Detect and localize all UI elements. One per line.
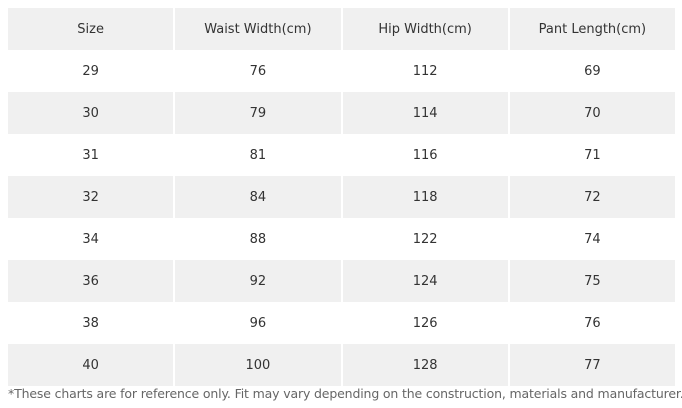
table-row: 31 81 116 71 xyxy=(8,134,675,176)
table-cell: 92 xyxy=(175,260,341,302)
table-cell: 88 xyxy=(249,231,267,247)
table-cell: 36 xyxy=(8,260,174,302)
table-cell: 118 xyxy=(342,176,508,218)
header-cell: Size xyxy=(8,8,174,50)
table-cell: 96 xyxy=(249,315,267,331)
table-cell: 34 xyxy=(82,231,99,247)
table-cell: 40 xyxy=(8,344,174,386)
table-cell: 30 xyxy=(8,92,174,134)
table-cell: 72 xyxy=(509,176,675,218)
table-row: 32 84 118 72 xyxy=(8,176,675,218)
table-cell: 74 xyxy=(584,231,601,247)
header-cell: Hip Width(cm) xyxy=(342,8,508,50)
table-cell: 116 xyxy=(412,147,438,163)
table-row: 36 92 124 75 xyxy=(8,260,675,302)
table-row: 34 88 122 74 xyxy=(8,218,675,260)
table-cell: 79 xyxy=(175,92,341,134)
table-row: 30 79 114 70 xyxy=(8,92,675,134)
table-row: 38 96 126 76 xyxy=(8,302,675,344)
size-table: Size Waist Width(cm) Hip Width(cm) Pant Len… xyxy=(8,8,675,386)
table-cell: 81 xyxy=(249,147,267,163)
header-cell: Waist Width(cm) xyxy=(175,8,341,50)
footnote: *These charts are for reference only. Fi… xyxy=(8,386,682,401)
table-cell: 128 xyxy=(342,344,508,386)
table-cell: 69 xyxy=(584,63,601,79)
table-cell: 70 xyxy=(509,92,675,134)
table-cell: 38 xyxy=(82,315,99,331)
table-cell: 76 xyxy=(584,315,601,331)
table-cell: 100 xyxy=(175,344,341,386)
table-cell: 76 xyxy=(249,63,267,79)
header-cell: Pant Length(cm) xyxy=(509,8,675,50)
table-cell: 71 xyxy=(584,147,601,163)
table-cell: 112 xyxy=(412,63,438,79)
table-cell: 32 xyxy=(8,176,174,218)
table-cell: 124 xyxy=(342,260,508,302)
table-cell: 75 xyxy=(509,260,675,302)
table-row: 29 76 112 69 xyxy=(8,50,675,92)
table-cell: 31 xyxy=(82,147,99,163)
header-row: Size Waist Width(cm) Hip Width(cm) Pant Len… xyxy=(8,8,675,50)
table-cell: 77 xyxy=(509,344,675,386)
table-cell: 122 xyxy=(412,231,438,247)
table-cell: 84 xyxy=(175,176,341,218)
table-cell: 126 xyxy=(412,315,438,331)
table-cell: 29 xyxy=(82,63,99,79)
table-cell: 114 xyxy=(342,92,508,134)
table-row: 40 100 128 77 xyxy=(8,344,675,386)
